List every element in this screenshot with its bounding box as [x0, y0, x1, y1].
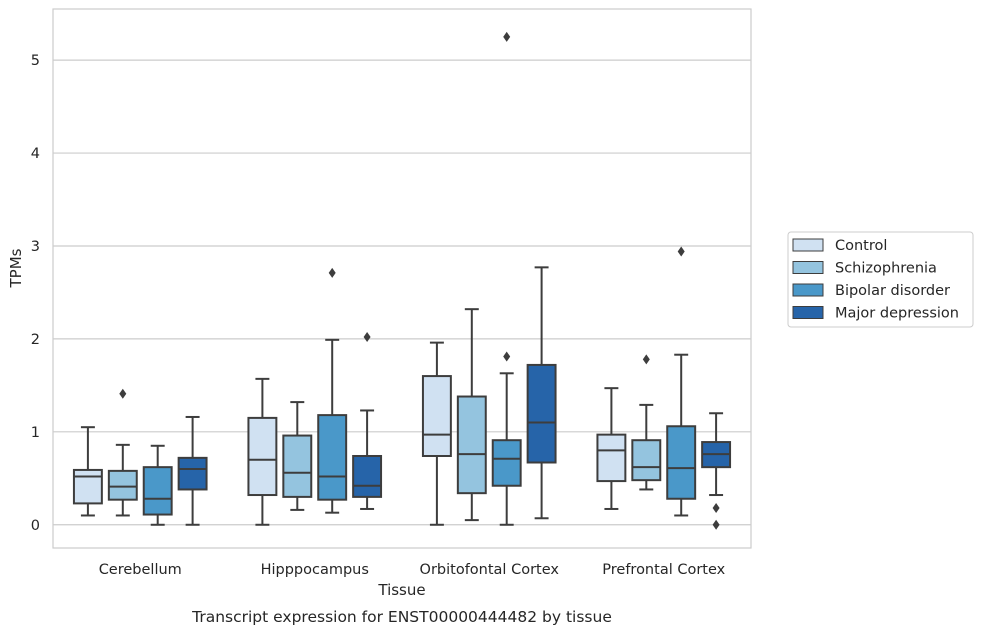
x-tick-label: Prefrontal Cortex — [602, 562, 725, 578]
outlier-point — [328, 267, 336, 278]
x-tick-label: Orbitofontal Cortex — [420, 562, 560, 578]
box-schizophrenia — [282, 401, 313, 511]
box-control — [72, 426, 103, 517]
legend-label: Schizophrenia — [835, 261, 937, 277]
outlier-point — [642, 354, 650, 365]
iqr-box — [491, 439, 522, 487]
iqr-box — [526, 363, 557, 464]
legend-label: Major depression — [835, 306, 959, 322]
box-schizophrenia — [107, 388, 138, 517]
iqr-box — [596, 433, 627, 483]
chart-title: Transcript expression for ENST0000044448… — [191, 608, 612, 626]
iqr-box — [317, 414, 348, 501]
box-major-depression — [177, 415, 208, 526]
y-tick-label: 3 — [31, 239, 40, 255]
iqr-box — [177, 456, 208, 491]
box-major-depression — [352, 332, 383, 510]
legend-swatch — [792, 283, 824, 297]
iqr-box — [72, 468, 103, 505]
outlier-point — [503, 31, 511, 42]
box-bipolar-disorder — [491, 31, 522, 526]
y-tick-label: 4 — [31, 146, 40, 162]
iqr-box — [456, 395, 487, 495]
outlier-point — [119, 388, 127, 399]
iqr-box — [142, 466, 173, 516]
outlier-point — [677, 246, 685, 257]
iqr-box — [247, 416, 278, 497]
iqr-box — [107, 469, 138, 501]
legend-frame — [787, 231, 974, 328]
y-axis-label: TPMs — [7, 248, 25, 288]
iqr-box — [352, 454, 383, 498]
legend-label: Control — [835, 238, 887, 254]
y-tick-label: 2 — [31, 332, 40, 348]
x-tick-labels: Cerebellum Hipppocampus Orbitofontal Corte… — [99, 562, 726, 578]
outlier-point — [712, 519, 720, 530]
grid-lines — [53, 59, 751, 526]
box-schizophrenia — [631, 354, 662, 491]
legend-swatch — [792, 261, 824, 274]
box-control — [247, 377, 278, 526]
box-major-depression — [701, 412, 732, 530]
iqr-box — [421, 375, 452, 457]
x-axis-label: Tissue — [377, 581, 425, 599]
plot-frame — [52, 8, 752, 549]
box-schizophrenia — [456, 308, 487, 522]
boxes — [72, 31, 732, 530]
y-tick-label: 0 — [31, 518, 40, 534]
iqr-box — [631, 439, 662, 482]
x-tick-label: Cerebellum — [99, 562, 182, 578]
y-tick-labels: 0 1 2 3 4 5 — [31, 53, 40, 534]
box-control — [596, 387, 627, 510]
box-bipolar-disorder — [666, 246, 697, 517]
iqr-box — [666, 425, 697, 500]
box-major-depression — [526, 266, 557, 520]
y-tick-label: 1 — [31, 425, 40, 441]
outlier-point — [503, 351, 511, 362]
box-bipolar-disorder — [317, 267, 348, 514]
box-control — [421, 341, 452, 526]
legend-swatch — [792, 306, 824, 319]
legend-swatch — [792, 238, 824, 252]
box-bipolar-disorder — [142, 444, 173, 526]
legend-label: Bipolar disorder — [835, 283, 950, 299]
outlier-point — [712, 503, 720, 514]
x-tick-label: Hipppocampus — [261, 562, 369, 578]
outlier-point — [363, 332, 371, 343]
legend: Control Schizophrenia Bipolar disorder Majo… — [787, 231, 974, 328]
y-tick-label: 5 — [31, 53, 40, 69]
iqr-box — [282, 434, 313, 498]
